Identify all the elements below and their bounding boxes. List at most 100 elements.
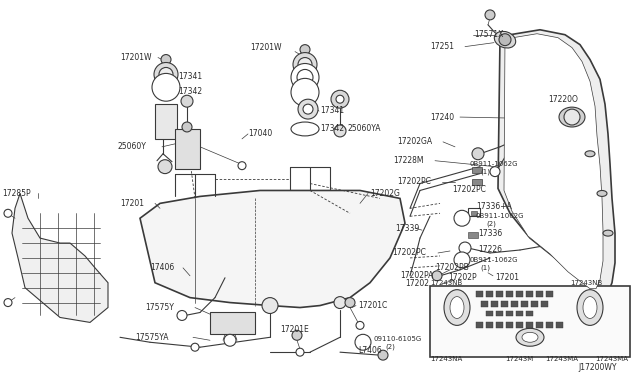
Text: L7406: L7406: [358, 346, 381, 355]
Text: 17201W: 17201W: [120, 53, 152, 62]
Bar: [536, 291, 543, 296]
Ellipse shape: [494, 31, 516, 48]
Text: 17571X: 17571X: [474, 30, 504, 39]
Bar: [516, 311, 523, 317]
Circle shape: [378, 350, 388, 360]
Bar: [526, 291, 533, 296]
Circle shape: [293, 52, 317, 76]
Bar: [536, 323, 543, 328]
Bar: [491, 301, 498, 307]
Circle shape: [224, 334, 236, 346]
Bar: [546, 291, 553, 296]
Text: 17220O: 17220O: [548, 95, 578, 104]
Circle shape: [355, 334, 371, 350]
Text: 17336: 17336: [478, 229, 502, 238]
Bar: [471, 211, 477, 215]
Text: 17202P: 17202P: [448, 273, 477, 282]
Bar: [531, 301, 538, 307]
Bar: [501, 301, 508, 307]
Bar: [155, 104, 177, 139]
Ellipse shape: [559, 107, 585, 127]
Text: 17040: 17040: [248, 129, 272, 138]
Text: 17228M: 17228M: [393, 156, 424, 165]
Ellipse shape: [577, 290, 603, 326]
Ellipse shape: [516, 328, 544, 346]
Text: 17201: 17201: [120, 199, 144, 208]
Text: 17202PC: 17202PC: [397, 177, 431, 186]
Circle shape: [490, 167, 500, 177]
Bar: [556, 323, 563, 328]
Text: 17251: 17251: [430, 42, 454, 51]
Polygon shape: [504, 34, 603, 289]
Text: 17243NB: 17243NB: [570, 280, 602, 286]
Polygon shape: [498, 30, 615, 293]
Text: 17202PC: 17202PC: [452, 185, 486, 194]
Bar: [496, 311, 503, 317]
Ellipse shape: [603, 230, 613, 236]
Circle shape: [336, 95, 344, 103]
Text: (1): (1): [480, 169, 490, 175]
Circle shape: [454, 210, 470, 226]
Text: 25060YA: 25060YA: [348, 125, 381, 134]
Text: 17342: 17342: [320, 125, 344, 134]
Circle shape: [298, 58, 312, 71]
Text: 17575YA: 17575YA: [135, 333, 168, 342]
Ellipse shape: [291, 122, 319, 136]
Bar: [526, 323, 533, 328]
Text: 17202: 17202: [405, 279, 429, 288]
Circle shape: [459, 242, 471, 254]
Ellipse shape: [450, 296, 464, 318]
Text: 17202PA: 17202PA: [400, 271, 433, 280]
Text: 17406: 17406: [150, 263, 174, 272]
Bar: [468, 208, 480, 216]
Circle shape: [291, 64, 319, 91]
Text: 0B911-1062G: 0B911-1062G: [470, 257, 518, 263]
Bar: [516, 291, 523, 296]
Text: 0B911-1062G: 0B911-1062G: [476, 213, 525, 219]
Circle shape: [303, 104, 313, 114]
Text: 17339: 17339: [395, 224, 419, 232]
Text: 17336+A: 17336+A: [476, 202, 512, 211]
Bar: [496, 291, 503, 296]
Bar: [521, 301, 528, 307]
Bar: [175, 129, 200, 169]
Text: 17243M: 17243M: [505, 356, 533, 362]
Text: 17243NA: 17243NA: [430, 356, 462, 362]
Text: 17201: 17201: [495, 273, 519, 282]
Text: (2): (2): [385, 344, 395, 350]
Circle shape: [334, 296, 346, 308]
Circle shape: [297, 70, 313, 85]
Text: N: N: [460, 257, 465, 262]
Circle shape: [300, 45, 310, 55]
Text: 17201E: 17201E: [280, 325, 308, 334]
Text: 17342: 17342: [178, 87, 202, 96]
Bar: [472, 179, 482, 185]
Circle shape: [334, 125, 346, 137]
Text: 17243MA: 17243MA: [545, 356, 578, 362]
Circle shape: [159, 67, 173, 81]
Ellipse shape: [585, 151, 595, 157]
Circle shape: [191, 343, 199, 351]
Text: (1): (1): [480, 264, 490, 271]
Bar: [481, 301, 488, 307]
Bar: [506, 323, 513, 328]
Text: (2): (2): [486, 221, 496, 227]
Bar: [546, 323, 553, 328]
Circle shape: [296, 348, 304, 356]
Circle shape: [454, 252, 470, 268]
Text: 17341: 17341: [178, 72, 202, 81]
Bar: [486, 323, 493, 328]
Bar: [526, 311, 533, 317]
Text: 25060Y: 25060Y: [118, 142, 147, 151]
Bar: [430, 286, 630, 357]
Ellipse shape: [597, 190, 607, 196]
Bar: [511, 301, 518, 307]
Bar: [541, 301, 548, 307]
Text: 17341: 17341: [320, 106, 344, 115]
Circle shape: [177, 311, 187, 320]
Circle shape: [152, 73, 180, 101]
Circle shape: [298, 99, 318, 119]
Circle shape: [182, 122, 192, 132]
Bar: [506, 291, 513, 296]
Bar: [472, 167, 482, 173]
